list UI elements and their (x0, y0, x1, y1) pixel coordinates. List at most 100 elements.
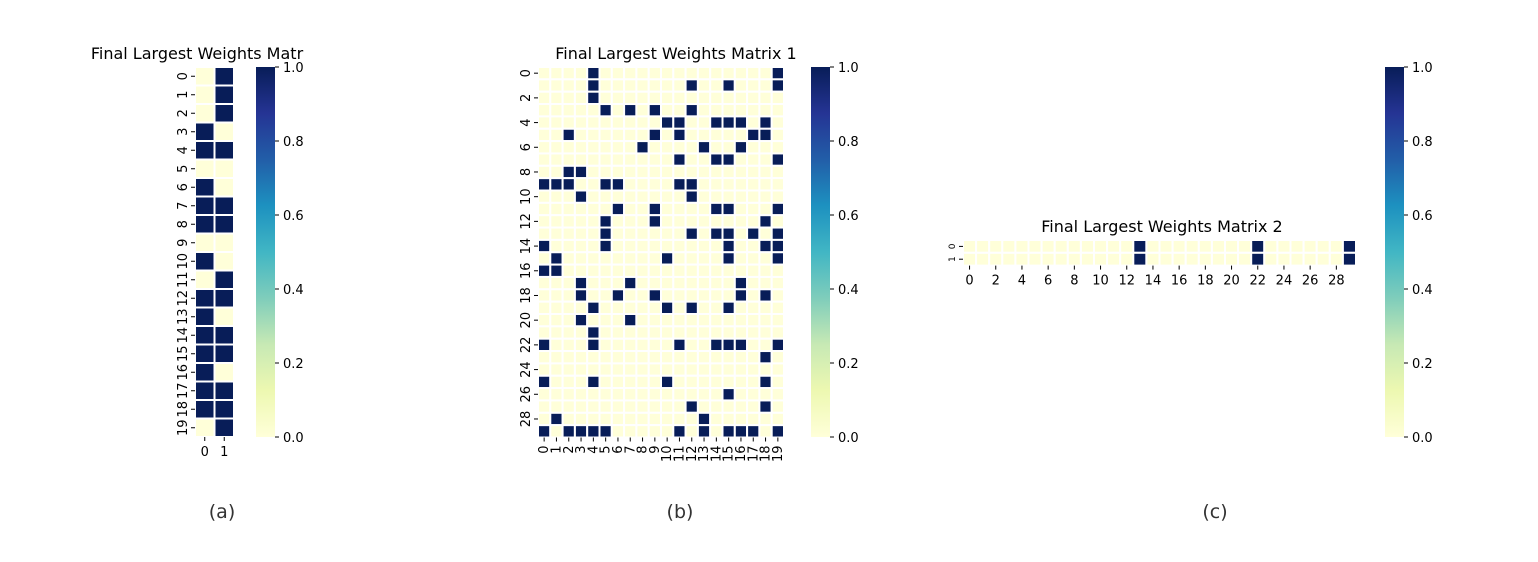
heatmap-cell (549, 251, 564, 266)
heatmap-cell (758, 424, 773, 439)
heatmap-cell (758, 177, 773, 192)
heatmap-cell (733, 350, 749, 365)
x-tick-label: 11 (672, 446, 687, 463)
heatmap-cell (746, 78, 761, 93)
heatmap-cell (561, 325, 576, 340)
heatmap-cell (561, 411, 576, 427)
heatmap-cell (770, 387, 786, 402)
heatmap-cell (746, 115, 761, 130)
heatmap-cell (610, 177, 626, 192)
heatmap-cell (635, 127, 650, 143)
heatmap-cell (660, 152, 675, 167)
heatmap-cell (537, 337, 552, 353)
heatmap-cell (696, 362, 712, 377)
x-tick-label: 8 (1070, 274, 1078, 289)
heatmap-cell (746, 164, 761, 180)
heatmap-cell (194, 380, 216, 401)
heatmap-cell (1263, 251, 1279, 267)
heatmap-cell (709, 164, 724, 180)
heatmap-cell (660, 288, 675, 303)
heatmap-cell (684, 313, 699, 328)
y-tick-label: 6 (176, 183, 191, 191)
heatmap-cell (721, 152, 736, 167)
heatmap-cell (758, 350, 773, 365)
heatmap-cell (213, 177, 235, 198)
heatmap-cell (537, 424, 552, 439)
heatmap-cell (623, 275, 638, 291)
x-tick-label: 16 (1171, 274, 1188, 289)
heatmap-cell (696, 189, 712, 204)
heatmap-cell (623, 288, 638, 303)
heatmap-cell (213, 66, 235, 87)
heatmap-cell (758, 103, 773, 118)
heatmap-cell (770, 214, 786, 229)
heatmap-cell (623, 300, 638, 315)
heatmap-cell (684, 201, 699, 217)
heatmap-cell (586, 288, 601, 303)
heatmap-cell (672, 263, 687, 278)
heatmap-cell (586, 350, 601, 365)
heatmap-cell (1079, 251, 1096, 267)
heatmap-cell (1079, 239, 1096, 254)
heatmap-cell (635, 177, 650, 192)
heatmap-cell (1106, 239, 1122, 254)
panel-b-caption: (b) (667, 501, 694, 523)
heatmap-cell (975, 251, 991, 267)
heatmap-cell (537, 189, 552, 204)
y-tick-label: 10 (176, 253, 191, 270)
y-tick-label: 10 (519, 188, 534, 205)
heatmap-cell (610, 350, 626, 365)
heatmap-cell (962, 239, 978, 254)
heatmap-cell (1276, 239, 1292, 254)
heatmap-cell (758, 337, 773, 353)
colorbar-tick-label: 1.0 (283, 61, 304, 76)
heatmap-cell (573, 251, 589, 266)
heatmap-cell (598, 275, 613, 291)
y-tick-label: 6 (519, 143, 534, 151)
heatmap-cell (623, 387, 638, 402)
heatmap-cell (194, 306, 216, 327)
heatmap-cell (721, 189, 736, 204)
heatmap-cell (1040, 239, 1056, 254)
heatmap-cell (573, 164, 589, 180)
heatmap-cell (770, 350, 786, 365)
heatmap-cell (549, 300, 564, 315)
heatmap-cell (573, 424, 589, 439)
heatmap-cell (586, 127, 601, 143)
heatmap-cell (1263, 239, 1279, 254)
heatmap-cell (758, 214, 773, 229)
heatmap-cell (598, 411, 613, 427)
heatmap-cell (1027, 239, 1043, 254)
heatmap-cell (549, 152, 564, 167)
heatmap-cell (1184, 239, 1200, 254)
heatmap-cell (660, 313, 675, 328)
heatmap-cell (549, 374, 564, 390)
heatmap-cell (1341, 251, 1358, 267)
heatmap-cell (573, 152, 589, 167)
heatmap-cell (623, 263, 638, 278)
heatmap-cell (586, 140, 601, 155)
heatmap-cell (684, 140, 699, 155)
heatmap-cell (598, 300, 613, 315)
heatmap-cell (610, 288, 626, 303)
heatmap-cell (561, 387, 576, 402)
heatmap-cell (586, 115, 601, 130)
heatmap-cell (647, 115, 663, 130)
heatmap-cell (573, 103, 589, 118)
y-tick-label: 20 (519, 312, 534, 329)
heatmap-cell (758, 115, 773, 130)
heatmap-cell (194, 158, 216, 179)
y-tick-label: 16 (519, 263, 534, 280)
x-tick-label: 19 (771, 446, 786, 463)
colorbar-tick-label: 0.2 (838, 357, 859, 372)
heatmap-cell (635, 374, 650, 390)
heatmap-cell (709, 424, 724, 439)
heatmap-cell (573, 325, 589, 340)
heatmap-cell (598, 152, 613, 167)
heatmap-cell (770, 152, 786, 167)
heatmap-cell (660, 140, 675, 155)
heatmap-cell (1171, 239, 1187, 254)
heatmap-cell (660, 424, 675, 439)
heatmap-cell (733, 313, 749, 328)
heatmap-cell (696, 164, 712, 180)
